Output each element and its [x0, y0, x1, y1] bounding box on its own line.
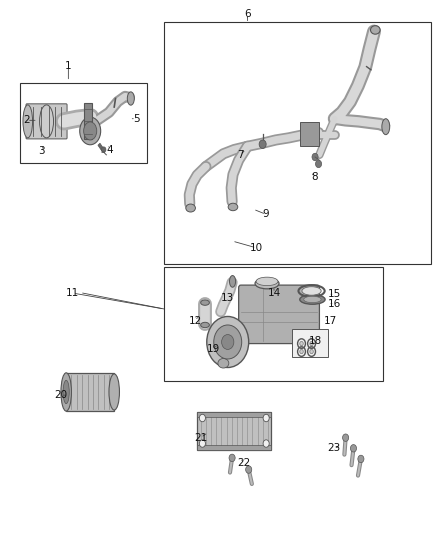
FancyBboxPatch shape: [239, 285, 319, 344]
Text: 1: 1: [65, 61, 72, 70]
Circle shape: [350, 445, 357, 452]
Ellipse shape: [218, 359, 229, 368]
Ellipse shape: [304, 296, 321, 303]
FancyArrow shape: [98, 143, 105, 152]
Ellipse shape: [63, 380, 69, 403]
Bar: [66, 373, 114, 411]
Text: 4: 4: [106, 144, 113, 155]
Bar: [20, 83, 147, 163]
Text: 13: 13: [221, 293, 234, 303]
Circle shape: [259, 140, 266, 149]
Circle shape: [300, 342, 303, 346]
Text: 15: 15: [328, 289, 341, 299]
Ellipse shape: [256, 277, 278, 286]
Ellipse shape: [201, 322, 209, 328]
Text: 19: 19: [207, 344, 220, 354]
Text: 2: 2: [24, 115, 30, 125]
Text: 9: 9: [263, 209, 269, 220]
Ellipse shape: [300, 295, 325, 304]
Text: 10: 10: [250, 243, 263, 253]
Text: 14: 14: [267, 288, 281, 298]
Bar: [164, 266, 383, 381]
Ellipse shape: [302, 287, 321, 295]
Circle shape: [246, 466, 252, 473]
Ellipse shape: [382, 119, 390, 135]
Ellipse shape: [84, 122, 97, 140]
Text: 18: 18: [308, 336, 321, 346]
Circle shape: [199, 414, 205, 422]
Ellipse shape: [186, 204, 195, 212]
Ellipse shape: [371, 26, 380, 34]
Text: 21: 21: [194, 433, 207, 443]
Ellipse shape: [228, 203, 238, 211]
Bar: [84, 103, 92, 140]
Text: 22: 22: [238, 458, 251, 468]
Bar: [197, 411, 272, 450]
Circle shape: [312, 154, 318, 161]
Circle shape: [102, 147, 106, 152]
FancyBboxPatch shape: [26, 104, 67, 139]
Text: 20: 20: [54, 390, 67, 400]
Text: 6: 6: [244, 9, 251, 19]
Circle shape: [310, 342, 313, 346]
Ellipse shape: [201, 300, 209, 305]
Bar: [164, 22, 431, 264]
Text: 16: 16: [328, 298, 341, 309]
Bar: [292, 329, 328, 357]
Circle shape: [199, 440, 205, 447]
Ellipse shape: [109, 374, 120, 410]
Bar: [197, 411, 272, 417]
Ellipse shape: [39, 105, 53, 138]
Ellipse shape: [230, 276, 236, 287]
Ellipse shape: [61, 373, 71, 411]
Ellipse shape: [23, 105, 32, 138]
Circle shape: [310, 350, 313, 354]
Text: 12: 12: [188, 316, 201, 326]
Ellipse shape: [255, 278, 279, 289]
Circle shape: [358, 455, 364, 463]
Bar: [197, 445, 272, 450]
Circle shape: [207, 317, 249, 368]
Text: 11: 11: [66, 288, 79, 298]
Circle shape: [343, 434, 349, 441]
Circle shape: [222, 335, 234, 350]
Text: 7: 7: [237, 150, 243, 160]
Circle shape: [315, 160, 321, 167]
Circle shape: [300, 350, 303, 354]
Text: 23: 23: [327, 443, 340, 453]
Text: 17: 17: [324, 316, 337, 326]
Text: 5: 5: [133, 114, 139, 124]
Text: 3: 3: [38, 146, 45, 156]
Circle shape: [263, 414, 269, 422]
Ellipse shape: [80, 117, 101, 145]
Circle shape: [263, 440, 269, 447]
Bar: [300, 123, 319, 147]
Circle shape: [214, 325, 242, 359]
Circle shape: [229, 454, 235, 462]
Ellipse shape: [127, 92, 134, 105]
Text: 8: 8: [312, 172, 318, 182]
